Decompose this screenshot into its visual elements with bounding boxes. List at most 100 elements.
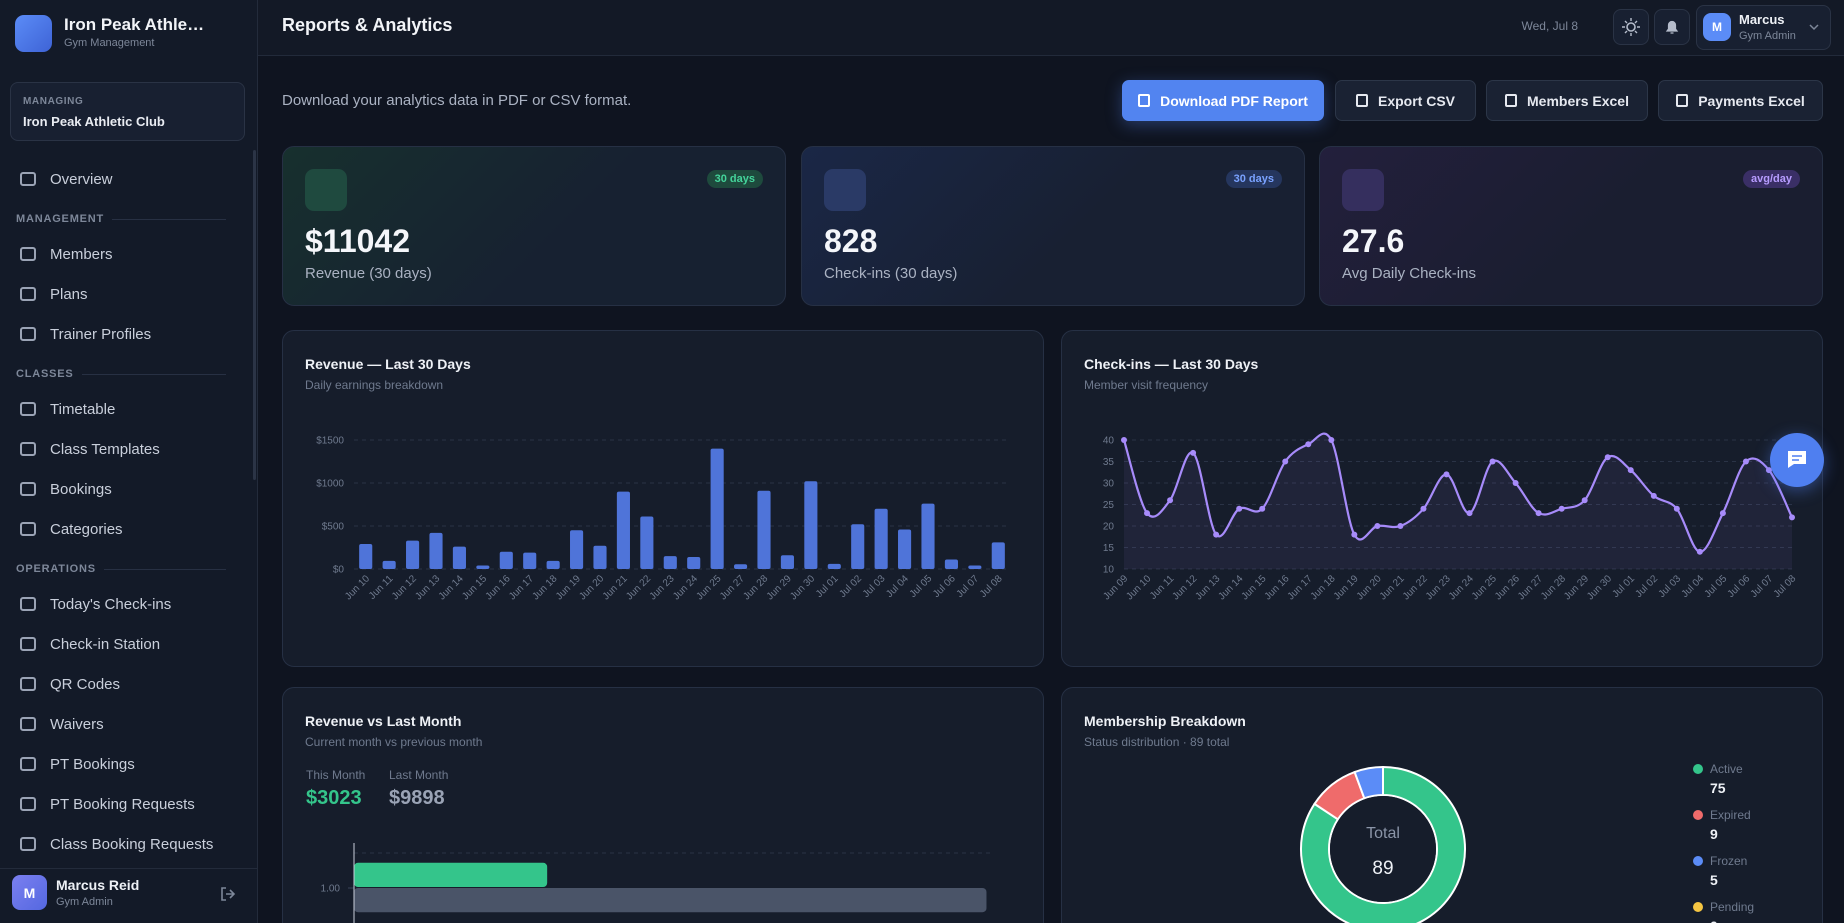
x-tick-label: Jun 28 [741,573,770,602]
x-tick-label: Jul 07 [1749,573,1776,600]
nav-label: Class Booking Requests [50,835,214,853]
point [1121,437,1127,443]
sidebar-footer: M Marcus Reid Gym Admin [0,868,257,923]
bar [593,545,607,569]
action-button[interactable]: Payments Excel [1658,80,1823,121]
managing-label: MANAGING [23,96,84,107]
nav-item[interactable]: Timetable [10,391,242,427]
center-value: 89 [1372,858,1393,879]
y-tick-label: 15 [1103,543,1115,554]
nav-icon [20,482,36,496]
line-area [1124,433,1792,569]
nav-label: Overview [50,170,113,188]
legend-label: Expired [1710,808,1751,822]
bar [687,556,701,569]
x-tick-label: Jul 06 [931,573,958,600]
nav-section-title: MANAGEMENT [16,213,105,225]
user-menu[interactable]: M Marcus Gym Admin [1696,5,1831,50]
legend-value: 75 [1710,780,1726,796]
notifications[interactable] [1654,9,1690,45]
nav-section-title: CLASSES [16,368,74,380]
logo [15,15,52,52]
sidebar: Iron Peak Athle… Gym Management MANAGING… [0,0,258,923]
nav-item[interactable]: Categories [10,511,242,547]
user-role: Gym Admin [56,896,113,908]
page-title: Reports & Analytics [282,15,453,35]
x-tick-label: Jun 17 [1286,573,1315,602]
button-label: Export CSV [1377,92,1455,109]
theme-toggle[interactable] [1613,9,1649,45]
stat-value: $11042 [305,223,411,259]
bar [382,560,396,569]
nav-section: CLASSES [16,368,226,380]
managing-name: Iron Peak Athletic Club [23,114,165,129]
date: Wed, Jul 8 [1521,19,1578,33]
x-tick-label: Jul 08 [978,573,1005,600]
nav-item[interactable]: Plans [10,276,242,312]
nav-item[interactable]: Waivers [10,706,242,742]
x-tick-label: Jul 08 [1772,573,1799,600]
bar [640,516,654,569]
nav-item[interactable]: Members [10,236,242,272]
chart-subtitle: Member visit frequency [1084,378,1208,392]
bar [851,524,865,569]
nav-item[interactable]: Class Templates [10,431,242,467]
brand-subtitle: Gym Management [64,37,155,49]
nav-icon [20,442,36,456]
action-button[interactable]: Members Excel [1486,80,1648,121]
bar [968,565,982,569]
x-tick-label: Jun 22 [1401,573,1430,602]
x-tick-label: Jun 26 [1493,573,1522,602]
bar [921,503,935,569]
logout-icon[interactable] [220,886,236,902]
button-icon [1138,94,1151,107]
stat-icon [824,169,866,211]
x-tick-label: Jul 07 [955,573,982,600]
point [1374,523,1381,529]
bar [452,546,466,569]
stat-label: Revenue (30 days) [305,265,432,282]
nav-item[interactable]: Class Booking Requests [10,826,242,862]
legend-label: Active [1710,762,1743,776]
y-tick-label: 10 [1103,565,1115,576]
x-tick-label: Jul 03 [861,573,888,600]
x-tick-label: Jul 03 [1657,573,1684,600]
nav-item[interactable]: PT Bookings [10,746,242,782]
x-tick-label: Jun 24 [671,573,700,602]
legend-label: Last Month [389,768,448,782]
bar [359,544,373,569]
x-tick-label: Jun 27 [1516,573,1545,602]
donut-slice [1353,765,1384,800]
x-tick-label: Jun 13 [1193,573,1222,602]
stat-icon [1342,169,1384,211]
nav-icon [20,597,36,611]
nav-label: PT Bookings [50,755,135,773]
stat-badge: 30 days [1225,170,1282,188]
point [1420,505,1427,512]
chart-subtitle: Status distribution · 89 total [1084,735,1229,749]
chart-subtitle: Current month vs previous month [305,735,482,749]
chat-button[interactable] [1770,433,1824,487]
stat-badge: avg/day [1743,170,1800,188]
action-button[interactable]: Download PDF Report [1122,80,1324,121]
x-tick-label: Jun 12 [390,573,419,602]
button-label: Members Excel [1527,92,1629,109]
nav-item[interactable]: Check-in Station [10,626,242,662]
stat-value: 27.6 [1342,223,1405,259]
managing-box[interactable]: MANAGING Iron Peak Athletic Club [10,82,245,141]
nav-item[interactable]: Today's Check-ins [10,586,242,622]
x-tick-label: Jun 23 [648,573,677,602]
nav-item[interactable]: Trainer Profiles [10,316,242,352]
x-tick-label: Jun 19 [1332,573,1361,602]
nav-item[interactable]: QR Codes [10,666,242,702]
nav-item[interactable]: Bookings [10,471,242,507]
button-icon [1505,94,1518,107]
nav-icon [20,402,36,416]
action-button[interactable]: Export CSV [1335,80,1476,121]
point [1742,458,1749,465]
nav-item[interactable]: PT Booking Requests [10,786,242,822]
nav-icon [20,172,36,186]
nav-label: Categories [50,520,123,538]
x-tick-label: Jun 30 [1585,573,1614,602]
nav-item[interactable]: Overview [10,161,242,197]
